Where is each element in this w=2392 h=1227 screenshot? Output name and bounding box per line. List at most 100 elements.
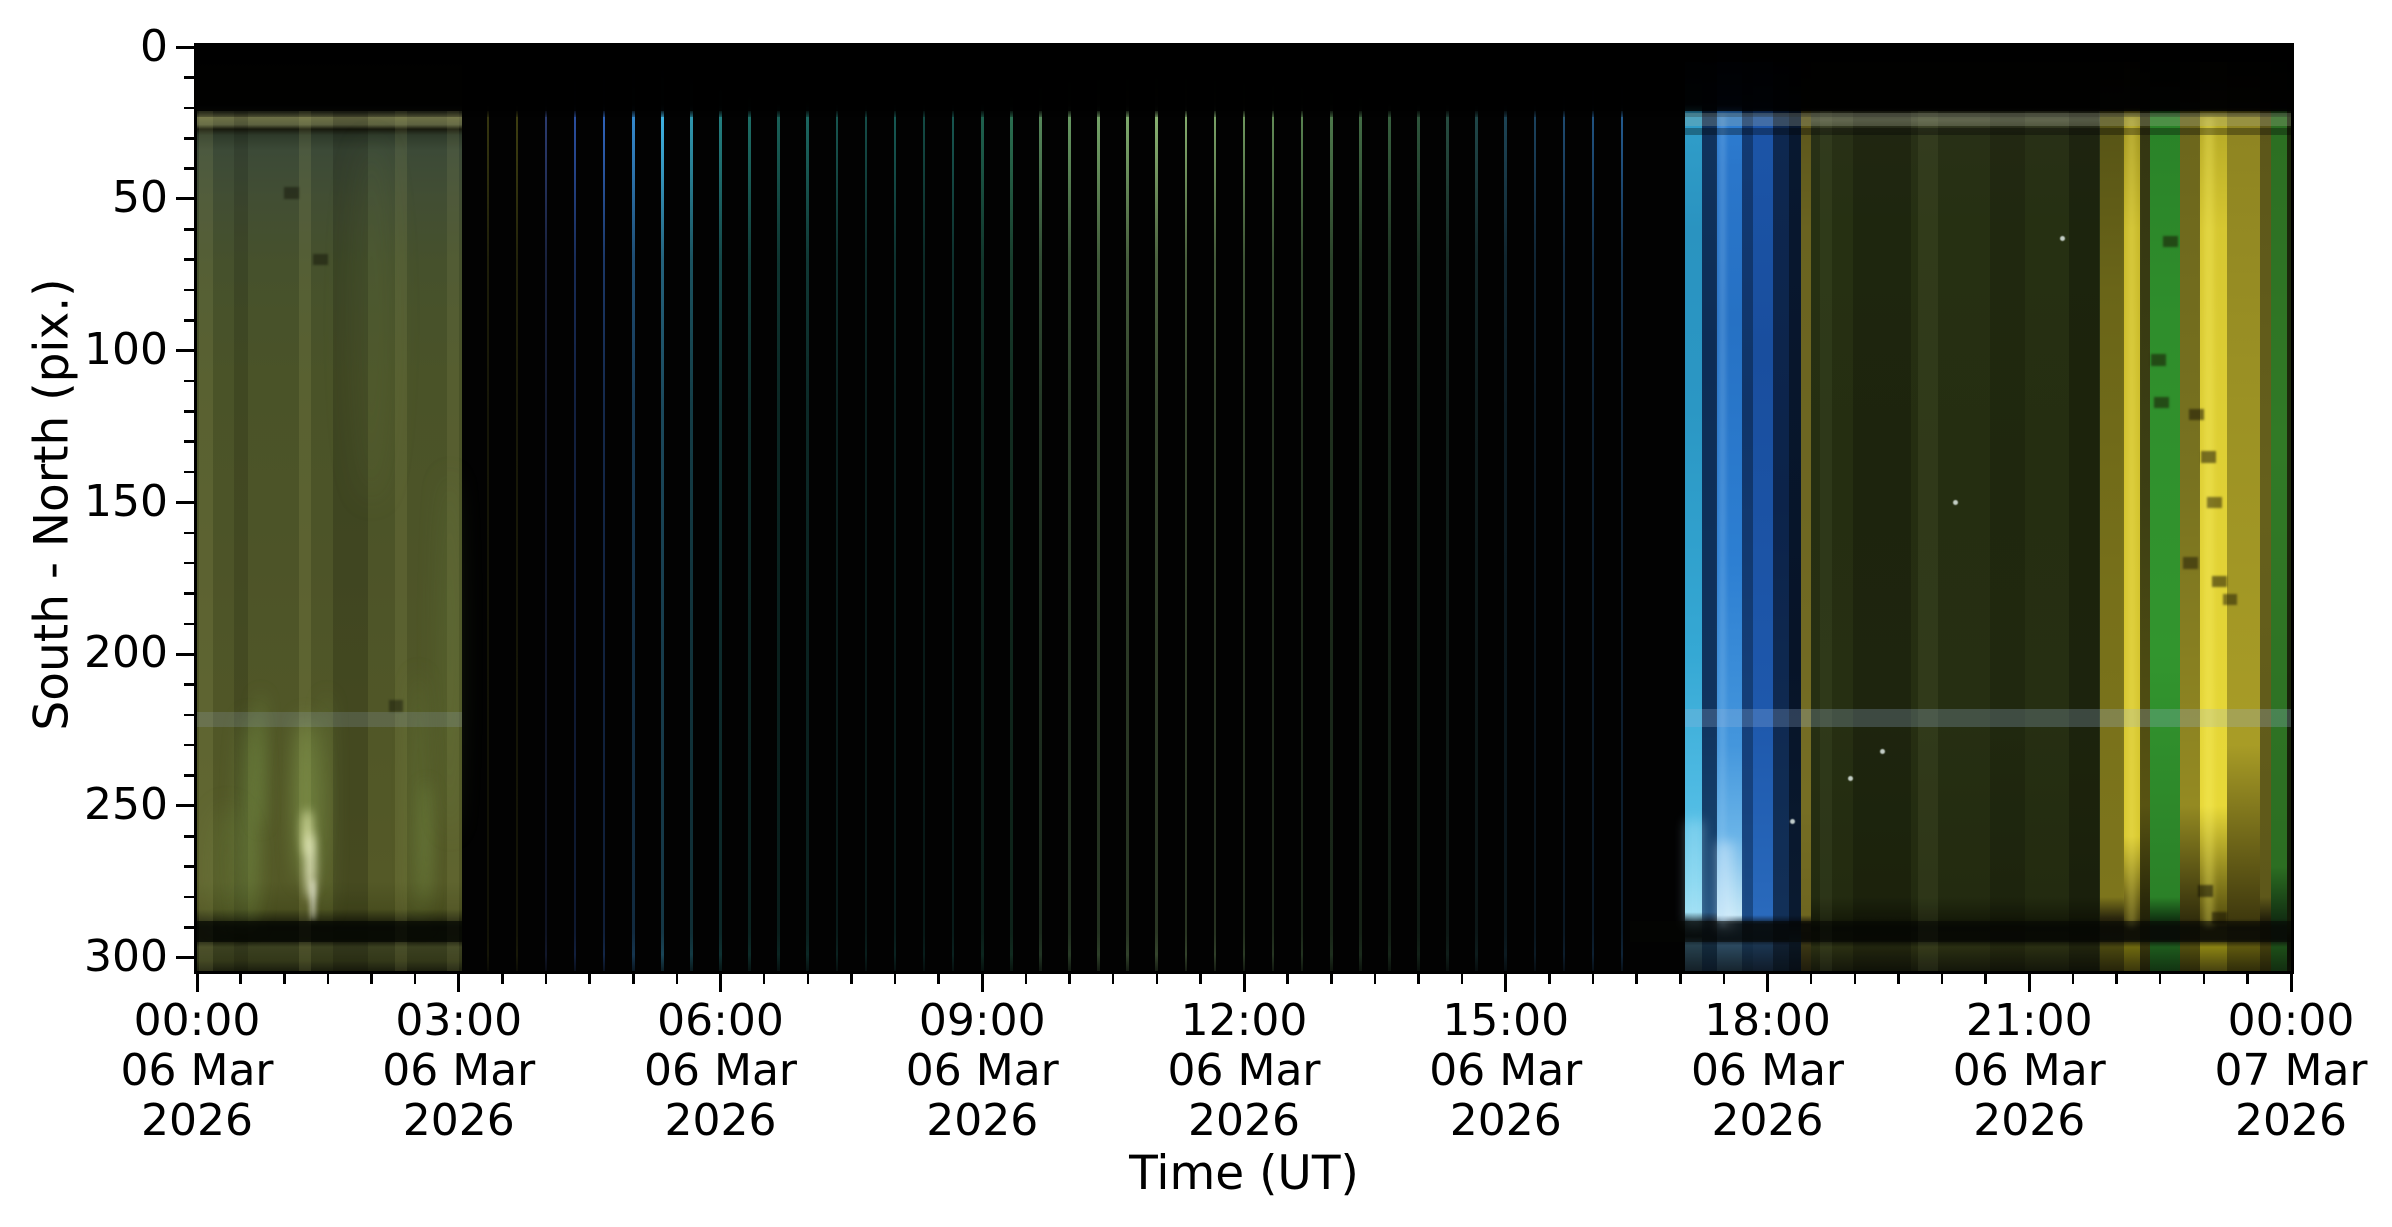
overlay-bottom-dark-band-right	[1629, 921, 2291, 943]
exposure-line	[1097, 46, 1100, 971]
y-minor-tick	[184, 835, 195, 838]
plot-area	[194, 43, 2294, 974]
x-minor-tick	[370, 973, 373, 984]
texture-column	[233, 110, 248, 971]
x-major-tick	[2289, 973, 2293, 992]
exposure-line	[1388, 46, 1391, 971]
exposure-line	[515, 46, 519, 971]
band-green-band-2	[2270, 46, 2287, 971]
aurora-spot	[240, 714, 259, 928]
x-minor-tick	[762, 973, 766, 984]
exposure-line	[806, 46, 810, 971]
x-major-tick	[2027, 973, 2031, 992]
aurora-spot	[302, 808, 314, 858]
x-tick-label: 00:00 06 Mar 2026	[120, 995, 274, 1146]
y-major-tick	[176, 804, 195, 808]
x-minor-tick	[1591, 973, 1595, 984]
exposure-line	[951, 46, 955, 971]
y-minor-tick	[184, 895, 195, 899]
band-evening-twilight-panel	[197, 46, 462, 971]
x-major-tick	[980, 973, 984, 992]
exposure-line	[1039, 46, 1042, 971]
exposure-line	[1155, 46, 1159, 971]
exposure-line	[1504, 46, 1508, 971]
dark-dash	[2212, 575, 2227, 588]
exposure-line	[544, 46, 548, 971]
x-minor-tick	[675, 973, 679, 984]
x-minor-tick	[1809, 973, 1813, 984]
x-axis-label: Time (UT)	[1129, 1146, 1359, 1201]
exposure-line	[1329, 46, 1333, 971]
dark-dash	[2198, 885, 2213, 897]
star-speck	[1847, 776, 1853, 782]
band-cyan-strip	[1685, 46, 1703, 971]
band-yellow-band-2	[2200, 46, 2228, 971]
x-minor-tick	[893, 973, 897, 984]
y-tick-label: 200	[84, 627, 168, 679]
aurora-spot	[423, 781, 430, 904]
exposure-line	[486, 46, 490, 971]
x-minor-tick	[2158, 973, 2162, 984]
exposure-line	[1446, 46, 1449, 971]
y-major-tick	[176, 197, 195, 201]
exposure-line	[1562, 46, 1566, 971]
aurora-spot	[349, 138, 394, 503]
x-minor-tick	[1330, 973, 1333, 984]
overlay-horizon-dark-line-right	[1685, 127, 2291, 136]
x-minor-tick	[2202, 973, 2205, 984]
texture-column	[1918, 110, 1938, 971]
band-edge-dark	[2286, 46, 2291, 971]
dark-dash	[2154, 396, 2170, 409]
exposure-line	[1620, 46, 1624, 971]
band-bright-blue-strip	[1716, 46, 1743, 971]
y-minor-tick	[184, 713, 195, 717]
x-minor-tick	[283, 973, 286, 984]
overlay-top-rows	[197, 46, 2291, 63]
band-yellow-rise	[2099, 46, 2125, 971]
x-minor-tick	[1286, 973, 1289, 984]
y-minor-tick	[184, 865, 195, 868]
band-blue-strip-3	[1752, 46, 1773, 971]
aurora-spot	[310, 878, 316, 922]
x-minor-tick	[2071, 973, 2075, 984]
band-blue-strip-2	[1742, 46, 1753, 971]
x-minor-tick	[413, 973, 417, 984]
exposure-line	[1184, 46, 1188, 971]
y-tick-label: 250	[84, 779, 168, 831]
y-tick-label: 50	[112, 172, 168, 224]
band-olive-gap	[2180, 46, 2201, 971]
x-tick-label: 09:00 06 Mar 2026	[905, 995, 1059, 1146]
star-speck	[1880, 748, 1886, 754]
x-minor-tick	[2115, 973, 2118, 984]
x-minor-tick	[544, 973, 548, 984]
exposure-line	[1010, 46, 1013, 971]
texture-column	[1853, 110, 1912, 971]
y-minor-tick	[184, 76, 195, 79]
texture-column	[198, 110, 213, 971]
y-tick-label: 100	[84, 324, 168, 375]
exposure-line	[1242, 46, 1246, 971]
y-minor-tick	[184, 531, 195, 535]
band-blue-fade-1	[1772, 46, 1790, 971]
x-minor-tick	[1984, 973, 1987, 984]
y-major-tick	[176, 956, 195, 960]
dark-dash	[2212, 912, 2227, 924]
glow	[1686, 821, 1703, 925]
dark-dash	[2222, 593, 2238, 606]
x-tick-label: 21:00 06 Mar 2026	[1952, 995, 2106, 1146]
y-axis-label: South - North (pix.)	[24, 278, 80, 732]
exposure-line	[893, 46, 897, 971]
exposure-line	[1126, 46, 1129, 971]
x-minor-tick	[1635, 973, 1638, 984]
x-minor-tick	[632, 973, 635, 984]
dark-dash	[283, 187, 299, 199]
x-minor-tick	[1853, 973, 1856, 984]
band-yellow-streaky	[2227, 46, 2261, 971]
exposure-line	[922, 46, 926, 971]
x-major-tick	[195, 973, 199, 992]
x-minor-tick	[1940, 973, 1944, 984]
aurora-spot	[306, 833, 315, 900]
y-tick-label: 300	[84, 930, 168, 982]
glow	[2126, 117, 2136, 928]
x-major-tick	[1242, 973, 1246, 992]
